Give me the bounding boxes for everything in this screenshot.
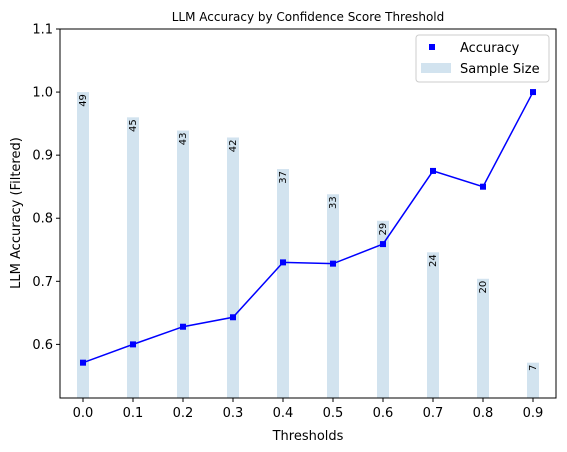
sample-size-bar xyxy=(477,278,489,398)
accuracy-point xyxy=(180,323,186,330)
x-tick-label: 0.4 xyxy=(273,406,294,421)
x-tick-label: 0.3 xyxy=(223,406,244,421)
legend-sample-size-label: Sample Size xyxy=(460,62,540,77)
accuracy-line-path xyxy=(82,91,534,364)
x-tick-label: 0.2 xyxy=(173,406,194,421)
x-tick-label: 0.5 xyxy=(323,406,344,421)
sample-size-bar xyxy=(327,194,339,398)
y-tick-label: 0.9 xyxy=(32,149,53,164)
y-axis-ticks: 0.6 0.7 0.8 0.9 1.0 1.1 xyxy=(32,23,60,353)
sample-size-label: 7 xyxy=(528,365,539,371)
x-tick-label: 0.6 xyxy=(373,406,394,421)
x-axis-ticks: 0.0 0.1 0.2 0.3 0.4 0.5 0.6 0.7 0.8 0.9 xyxy=(73,398,544,421)
accuracy-line xyxy=(82,91,534,364)
legend-sample-size-swatch xyxy=(421,63,451,73)
x-tick-label: 0.9 xyxy=(523,406,544,421)
x-tick-label: 0.7 xyxy=(423,406,444,421)
accuracy-point xyxy=(380,241,386,248)
x-tick-label: 0.1 xyxy=(123,406,144,421)
accuracy-markers xyxy=(80,89,536,366)
sample-size-label: 37 xyxy=(278,171,289,184)
accuracy-point xyxy=(280,259,286,266)
y-tick-label: 1.1 xyxy=(32,23,53,38)
y-axis-label: LLM Accuracy (Filtered) xyxy=(9,137,24,289)
y-tick-label: 0.8 xyxy=(32,212,53,227)
sample-size-bar xyxy=(427,252,439,398)
y-tick-label: 0.6 xyxy=(32,338,53,353)
sample-size-bar xyxy=(127,117,139,399)
y-tick-label: 0.7 xyxy=(32,275,53,290)
y-tick-label: 1.0 xyxy=(32,86,53,101)
sample-size-label: 33 xyxy=(328,196,339,209)
sample-size-labels: 49 45 43 42 37 33 29 24 20 7 xyxy=(78,94,539,371)
sample-size-label: 20 xyxy=(478,281,489,294)
accuracy-point xyxy=(530,89,536,96)
sample-size-label: 42 xyxy=(228,139,239,152)
accuracy-point xyxy=(80,359,86,366)
sample-size-bar xyxy=(377,220,389,398)
sample-size-bar xyxy=(177,130,189,399)
sample-size-bar xyxy=(527,362,539,398)
accuracy-point xyxy=(130,341,136,348)
sample-size-label: 49 xyxy=(78,94,89,107)
legend: Accuracy Sample Size xyxy=(415,34,550,83)
sample-size-label: 29 xyxy=(378,223,389,236)
legend-accuracy-marker xyxy=(429,44,435,50)
sample-size-bar xyxy=(77,92,89,399)
sample-size-bar xyxy=(277,169,289,398)
plot-frame xyxy=(59,28,557,399)
accuracy-point xyxy=(230,314,236,321)
sample-size-label: 24 xyxy=(428,254,439,267)
sample-size-label: 45 xyxy=(128,119,139,132)
chart-title: LLM Accuracy by Confidence Score Thresho… xyxy=(172,10,445,24)
x-axis-label: Thresholds xyxy=(272,429,344,444)
accuracy-point xyxy=(480,183,486,190)
sample-size-bar xyxy=(227,137,239,398)
legend-accuracy-label: Accuracy xyxy=(460,41,520,56)
sample-size-bars xyxy=(77,92,539,399)
x-tick-label: 0.0 xyxy=(73,406,94,421)
accuracy-point xyxy=(430,167,436,174)
accuracy-point xyxy=(330,260,336,267)
sample-size-label: 43 xyxy=(178,133,189,146)
x-tick-label: 0.8 xyxy=(473,406,494,421)
